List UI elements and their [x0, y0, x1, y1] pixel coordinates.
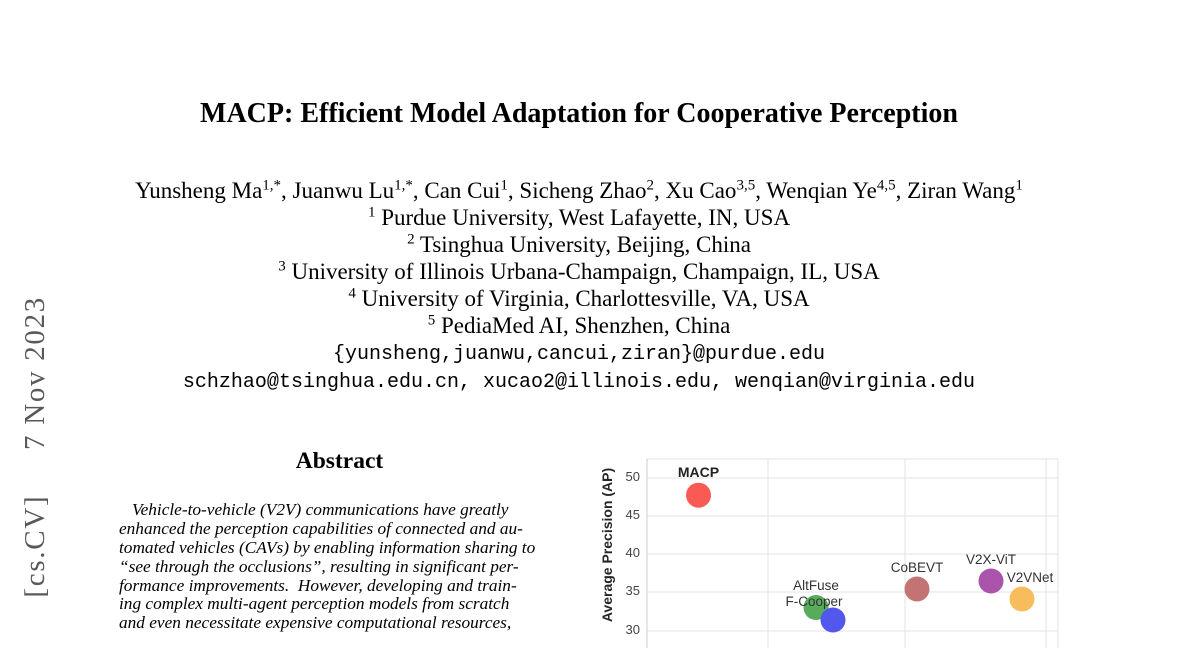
svg-text:40: 40: [626, 545, 640, 560]
svg-text:50: 50: [626, 469, 640, 484]
svg-text:45: 45: [626, 507, 640, 522]
svg-text:CoBEVT: CoBEVT: [891, 560, 944, 575]
svg-text:V2X-ViT: V2X-ViT: [966, 552, 1016, 567]
svg-text:Average Precision (AP): Average Precision (AP): [600, 468, 615, 622]
svg-text:35: 35: [626, 583, 640, 598]
svg-text:V2VNet: V2VNet: [1007, 570, 1054, 585]
svg-text:30: 30: [626, 622, 640, 637]
svg-text:AltFuse: AltFuse: [793, 578, 839, 593]
svg-text:MACP: MACP: [678, 464, 719, 480]
svg-text:F-Cooper: F-Cooper: [785, 594, 843, 609]
